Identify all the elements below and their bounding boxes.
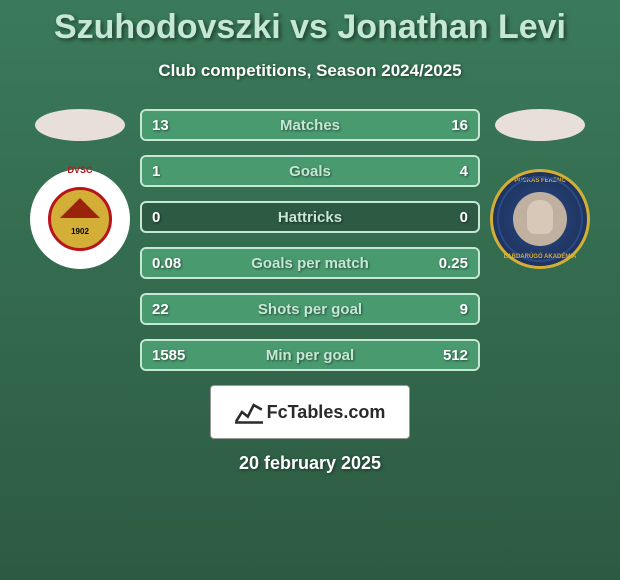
left-badge-text: DVSC — [67, 165, 92, 175]
subtitle: Club competitions, Season 2024/2025 — [0, 61, 620, 81]
right-player-silhouette — [495, 109, 585, 141]
stat-label: Hattricks — [142, 209, 478, 226]
stat-label: Matches — [142, 117, 478, 134]
stat-row: 1585Min per goal512 — [140, 339, 480, 371]
right-badge-bot-text: LABDARÚGÓ AKADÉMIA — [493, 254, 587, 260]
stat-label: Goals — [142, 163, 478, 180]
stat-row: 1Goals4 — [140, 155, 480, 187]
watermark: FcTables.com — [210, 385, 410, 439]
date-text: 20 february 2025 — [0, 453, 620, 474]
watermark-text: FcTables.com — [267, 402, 386, 423]
stats-bars: 13Matches16 1Goals4 0Hattricks0 0.08Goals p… — [140, 109, 480, 371]
stat-row: 0Hattricks0 — [140, 201, 480, 233]
left-badge-year: 1902 — [71, 227, 89, 236]
page-title: Szuhodovszki vs Jonathan Levi — [0, 8, 620, 47]
stat-row: 0.08Goals per match0.25 — [140, 247, 480, 279]
comparison-main: DVSC 1902 13Matches161Goals40Hattricks00… — [0, 109, 620, 371]
left-badge-inner: 1902 — [48, 187, 112, 251]
right-badge-portrait — [513, 192, 567, 246]
stat-value-right: 512 — [443, 347, 468, 364]
stat-row: 22Shots per goal9 — [140, 293, 480, 325]
left-player-col: DVSC 1902 — [30, 109, 130, 269]
stat-row: 13Matches16 — [140, 109, 480, 141]
left-club-badge: DVSC 1902 — [30, 169, 130, 269]
chart-icon — [235, 400, 263, 424]
stat-value-right: 0 — [460, 209, 468, 226]
stat-value-right: 4 — [460, 163, 468, 180]
stat-label: Goals per match — [142, 255, 478, 272]
stat-value-right: 0.25 — [439, 255, 468, 272]
stat-label: Shots per goal — [142, 301, 478, 318]
right-player-col: PUSKÁS FERENC LABDARÚGÓ AKADÉMIA — [490, 109, 590, 269]
stat-value-right: 9 — [460, 301, 468, 318]
stat-label: Min per goal — [142, 347, 478, 364]
left-player-silhouette — [35, 109, 125, 141]
right-club-badge: PUSKÁS FERENC LABDARÚGÓ AKADÉMIA — [490, 169, 590, 269]
stat-value-right: 16 — [451, 117, 468, 134]
